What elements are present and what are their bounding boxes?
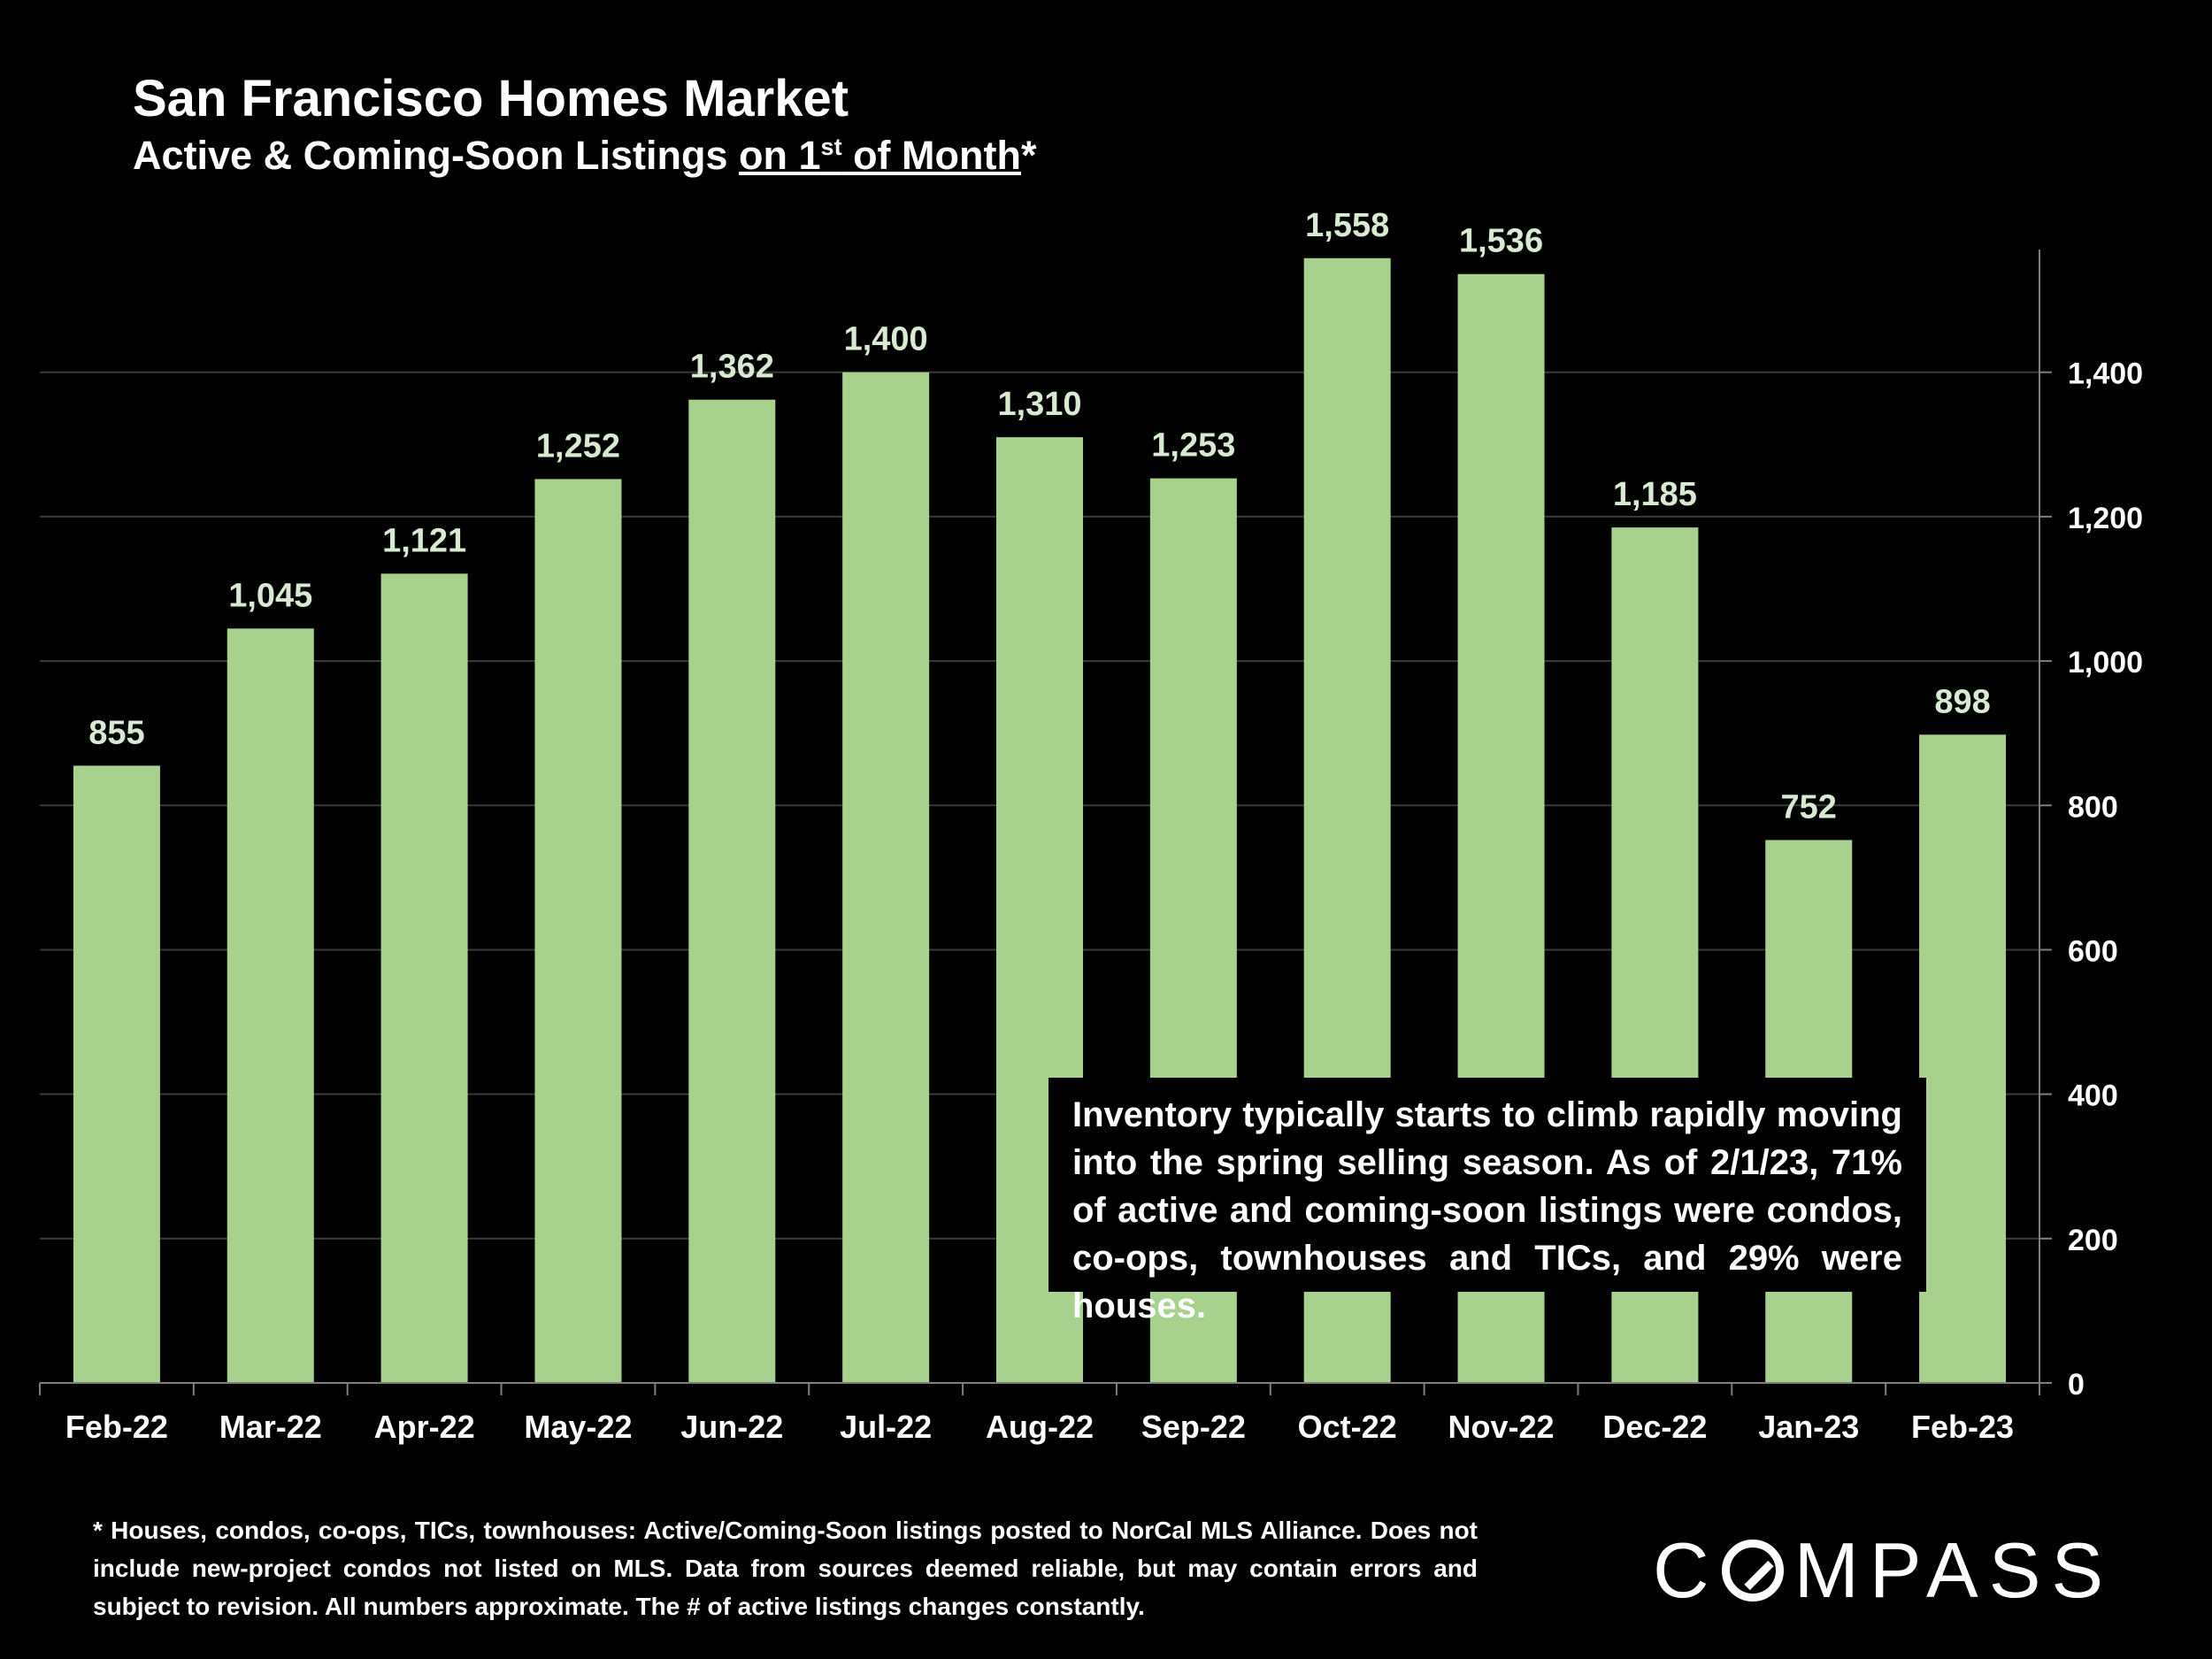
x-tick-label: Mar-22 (219, 1409, 322, 1445)
bar (380, 573, 468, 1383)
footnote: * Houses, condos, co-ops, TICs, townhous… (93, 1517, 1478, 1620)
data-label: 1,253 (1151, 427, 1235, 465)
y-tick-label: 1,200 (2068, 502, 2143, 535)
data-label: 752 (1781, 788, 1837, 826)
x-tick-label: Aug-22 (986, 1409, 1094, 1445)
data-label: 1,362 (690, 349, 774, 386)
data-label: 898 (1934, 683, 1990, 720)
data-label: 1,310 (997, 386, 1081, 423)
subtitle-underlined-pre: on 1 (739, 133, 821, 178)
bar (688, 399, 776, 1383)
x-tick-label: Feb-23 (1911, 1409, 2014, 1445)
bar (1919, 734, 2007, 1383)
labels: 0 200 400 600 800 1,000 1,200 1,400 855 Feb-22 1,0… (65, 207, 2143, 1445)
x-tick-label: Dec-22 (1602, 1409, 1707, 1445)
bar (534, 479, 622, 1383)
data-label: 1,252 (536, 427, 620, 465)
bar (842, 372, 930, 1383)
y-tick-label: 400 (2068, 1079, 2118, 1113)
x-tick-label: Nov-22 (1448, 1409, 1555, 1445)
subtitle-prefix: Active & Coming-Soon Listings (133, 133, 740, 178)
y-tick-label: 0 (2068, 1368, 2085, 1402)
logo-o-mark-icon (1721, 1540, 1784, 1601)
compass-logo: C MPASS (1653, 1526, 2114, 1615)
x-tick-label: Feb-22 (65, 1409, 168, 1445)
chart-title: San Francisco Homes Market (133, 70, 849, 127)
y-tick-label: 800 (2068, 790, 2118, 824)
annotation-box: Inventory typically starts to climb rapi… (1048, 1078, 1926, 1325)
logo-letter-c: C (1653, 1526, 1720, 1614)
data-label: 1,400 (844, 321, 928, 358)
data-label: 1,185 (1613, 476, 1697, 513)
axes (39, 250, 2052, 1395)
y-tick-label: 200 (2068, 1224, 2118, 1257)
bar (73, 765, 160, 1383)
bar (227, 628, 314, 1383)
chart-subtitle: Active & Coming-Soon Listings on 1st of … (133, 133, 1037, 179)
subtitle-underlined-post: of Month (841, 133, 1021, 178)
data-label: 1,558 (1305, 207, 1389, 244)
y-tick-label: 1,000 (2068, 646, 2143, 680)
data-label: 1,121 (382, 522, 466, 559)
subtitle-underlined: on 1st of Month (739, 133, 1021, 178)
data-label: 1,536 (1459, 223, 1543, 260)
logo-letters-mpass: MPASS (1793, 1526, 2115, 1614)
x-tick-label: May-22 (524, 1409, 632, 1445)
subtitle-superscript: st (820, 134, 842, 160)
data-label: 1,045 (228, 577, 312, 614)
x-tick-label: Jul-22 (840, 1409, 932, 1445)
x-tick-label: Sep-22 (1141, 1409, 1246, 1445)
x-tick-label: Jan-23 (1758, 1409, 1859, 1445)
y-tick-label: 600 (2068, 934, 2118, 968)
x-tick-label: Apr-22 (374, 1409, 475, 1445)
x-tick-label: Jun-22 (680, 1409, 783, 1445)
x-tick-label: Oct-22 (1298, 1409, 1397, 1445)
y-tick-label: 1,400 (2068, 357, 2143, 391)
data-label: 855 (88, 714, 144, 751)
subtitle-suffix: * (1020, 133, 1037, 178)
